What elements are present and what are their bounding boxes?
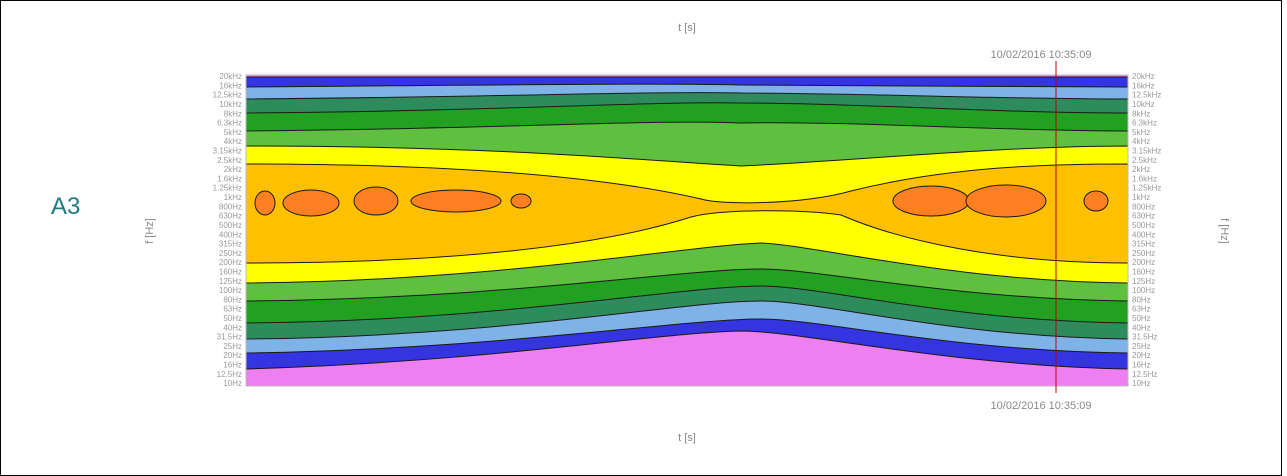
y-tick-label: 10kHz	[219, 100, 242, 109]
y-tick-label: 400Hz	[219, 230, 242, 239]
axis-title: t [s]	[678, 432, 696, 444]
y-tick-label: 12.5Hz	[217, 370, 242, 379]
y-tick-label: 630Hz	[1132, 212, 1155, 221]
y-tick-label: 10Hz	[1132, 379, 1151, 388]
y-tick-label: 12.5kHz	[213, 91, 242, 100]
y-tick-label: 16Hz	[1132, 361, 1151, 370]
y-tick-label: 12.5kHz	[1132, 91, 1161, 100]
y-tick-label: 10Hz	[223, 379, 242, 388]
y-tick-label: 20kHz	[219, 72, 242, 81]
y-tick-label: 16kHz	[219, 81, 242, 90]
y-tick-label: 16Hz	[223, 361, 242, 370]
y-tick-label: 1.25kHz	[1132, 184, 1161, 193]
y-tick-label: 5kHz	[1132, 128, 1150, 137]
y-tick-label: 800Hz	[219, 202, 242, 211]
y-tick-label: 100Hz	[1132, 286, 1155, 295]
timestamp: 10/02/2016 10:35:09	[991, 400, 1092, 412]
y-tick-label: 630Hz	[219, 212, 242, 221]
y-tick-label: 4kHz	[1132, 137, 1150, 146]
y-tick-label: 2.5kHz	[1132, 156, 1157, 165]
y-tick-label: 25Hz	[223, 342, 242, 351]
y-tick-label: 200Hz	[1132, 258, 1155, 267]
panel-label: A3	[51, 193, 81, 220]
timestamp: 10/02/2016 10:35:09	[991, 49, 1092, 61]
y-tick-label: 1.6kHz	[1132, 174, 1157, 183]
y-tick-label: 80Hz	[223, 295, 242, 304]
plot-border	[245, 74, 1129, 387]
y-tick-label: 2kHz	[224, 165, 242, 174]
y-tick-label: 40Hz	[1132, 323, 1151, 332]
orange-blobs	[254, 184, 1109, 218]
y-tick-label: 16kHz	[1132, 81, 1155, 90]
y-tick-label: 800Hz	[1132, 202, 1155, 211]
y-tick-label: 250Hz	[219, 249, 242, 258]
y-tick-label: 20kHz	[1132, 72, 1155, 81]
y-tick-label: 500Hz	[219, 221, 242, 230]
axis-title: t [s]	[678, 22, 696, 34]
y-tick-label: 6.3kHz	[217, 119, 242, 128]
y-tick-label: 12.5Hz	[1132, 370, 1157, 379]
y-tick-label: 160Hz	[219, 267, 242, 276]
y-tick-label: 8kHz	[224, 109, 242, 118]
y-tick-label: 20Hz	[223, 351, 242, 360]
y-tick-label: 6.3kHz	[1132, 119, 1157, 128]
y-tick-label: 250Hz	[1132, 249, 1155, 258]
y-tick-label: 8kHz	[1132, 109, 1150, 118]
y-tick-label: 125Hz	[219, 277, 242, 286]
y-tick-label: 1kHz	[224, 193, 242, 202]
y-tick-label: 2.5kHz	[217, 156, 242, 165]
y-tick-label: 20Hz	[1132, 351, 1151, 360]
y-tick-label: 3.15kHz	[213, 147, 242, 156]
y-tick-label: 125Hz	[1132, 277, 1155, 286]
y-tick-label: 2kHz	[1132, 165, 1150, 174]
y-tick-label: 80Hz	[1132, 295, 1151, 304]
y-tick-label: 4kHz	[224, 137, 242, 146]
axis-title: f [Hz]	[144, 218, 156, 244]
y-tick-label: 40Hz	[223, 323, 242, 332]
y-tick-label: 160Hz	[1132, 267, 1155, 276]
y-tick-label: 100Hz	[219, 286, 242, 295]
axis-title: f [Hz]	[1218, 218, 1230, 244]
y-tick-label: 63Hz	[223, 305, 242, 314]
y-tick-label: 500Hz	[1132, 221, 1155, 230]
y-tick-label: 50Hz	[1132, 314, 1151, 323]
y-tick-label: 315Hz	[219, 240, 242, 249]
y-tick-label: 1kHz	[1132, 193, 1150, 202]
y-tick-label: 63Hz	[1132, 305, 1151, 314]
contour-bands	[246, 75, 1128, 386]
y-tick-label: 400Hz	[1132, 230, 1155, 239]
y-tick-label: 200Hz	[219, 258, 242, 267]
y-tick-label: 1.6kHz	[217, 174, 242, 183]
y-tick-label: 315Hz	[1132, 240, 1155, 249]
y-tick-label: 50Hz	[223, 314, 242, 323]
y-tick-label: 31.5Hz	[217, 333, 242, 342]
y-tick-label: 5kHz	[224, 128, 242, 137]
y-tick-label: 25Hz	[1132, 342, 1151, 351]
y-tick-label: 1.25kHz	[213, 184, 242, 193]
y-tick-label: 3.15kHz	[1132, 147, 1161, 156]
y-tick-label: 10kHz	[1132, 100, 1155, 109]
y-tick-label: 31.5Hz	[1132, 333, 1157, 342]
